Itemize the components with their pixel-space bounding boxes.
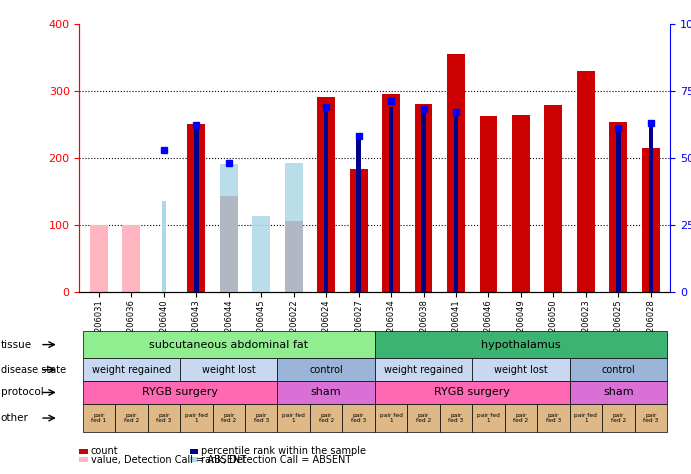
Bar: [454, 112, 458, 292]
Text: hypothalamus: hypothalamus: [481, 339, 561, 350]
Text: pair
fed 3: pair fed 3: [448, 413, 464, 423]
Bar: [447, 54, 465, 292]
Text: subcutaneous abdominal fat: subcutaneous abdominal fat: [149, 339, 308, 350]
Text: pair
fed 2: pair fed 2: [124, 413, 139, 423]
Text: pair
fed 2: pair fed 2: [416, 413, 431, 423]
Bar: [194, 128, 198, 292]
Bar: [162, 201, 166, 292]
Bar: [512, 116, 530, 292]
Text: pair fed
1: pair fed 1: [283, 413, 305, 423]
Bar: [577, 71, 595, 292]
Bar: [616, 128, 621, 292]
Text: tissue: tissue: [1, 339, 32, 350]
Bar: [389, 108, 393, 292]
Text: disease state: disease state: [1, 365, 66, 375]
Bar: [220, 196, 238, 292]
Text: protocol: protocol: [1, 387, 44, 398]
Bar: [285, 221, 303, 292]
Text: weight lost: weight lost: [202, 365, 256, 375]
Text: pair
fed 1: pair fed 1: [91, 413, 106, 423]
Bar: [220, 164, 238, 292]
Text: weight lost: weight lost: [494, 365, 548, 375]
Bar: [317, 97, 335, 292]
Bar: [285, 163, 303, 292]
Bar: [357, 139, 361, 292]
Text: pair fed
1: pair fed 1: [477, 413, 500, 423]
Bar: [642, 147, 660, 292]
Bar: [350, 169, 368, 292]
Text: control: control: [601, 365, 635, 375]
Text: pair
fed 3: pair fed 3: [351, 413, 366, 423]
Text: sham: sham: [311, 387, 341, 398]
Bar: [122, 225, 140, 292]
Bar: [649, 126, 653, 292]
Text: rank, Detection Call = ABSENT: rank, Detection Call = ABSENT: [201, 455, 351, 465]
Text: pair
fed 3: pair fed 3: [254, 413, 269, 423]
Text: count: count: [91, 446, 118, 456]
Text: weight regained: weight regained: [92, 365, 171, 375]
Text: pair
fed 2: pair fed 2: [319, 413, 334, 423]
Bar: [382, 94, 400, 292]
Bar: [480, 116, 498, 292]
Text: value, Detection Call = ABSENT: value, Detection Call = ABSENT: [91, 455, 245, 465]
Bar: [415, 104, 433, 292]
Text: pair
fed 2: pair fed 2: [221, 413, 236, 423]
Text: other: other: [1, 413, 28, 423]
Text: pair
fed 2: pair fed 2: [513, 413, 529, 423]
Bar: [609, 122, 627, 292]
Bar: [187, 124, 205, 292]
Bar: [90, 225, 108, 292]
Bar: [422, 111, 426, 292]
Text: weight regained: weight regained: [384, 365, 463, 375]
Text: pair
fed 3: pair fed 3: [643, 413, 659, 423]
Text: control: control: [310, 365, 343, 375]
Text: pair
fed 3: pair fed 3: [546, 413, 561, 423]
Bar: [324, 109, 328, 292]
Bar: [252, 216, 270, 292]
Text: pair fed
1: pair fed 1: [379, 413, 403, 423]
Text: percentile rank within the sample: percentile rank within the sample: [201, 446, 366, 456]
Text: pair
fed 2: pair fed 2: [611, 413, 626, 423]
Text: pair fed
1: pair fed 1: [185, 413, 208, 423]
Text: sham: sham: [603, 387, 634, 398]
Text: RYGB surgery: RYGB surgery: [434, 387, 510, 398]
Text: pair fed
1: pair fed 1: [574, 413, 597, 423]
Text: RYGB surgery: RYGB surgery: [142, 387, 218, 398]
Text: pair
fed 3: pair fed 3: [156, 413, 171, 423]
Bar: [545, 105, 562, 292]
